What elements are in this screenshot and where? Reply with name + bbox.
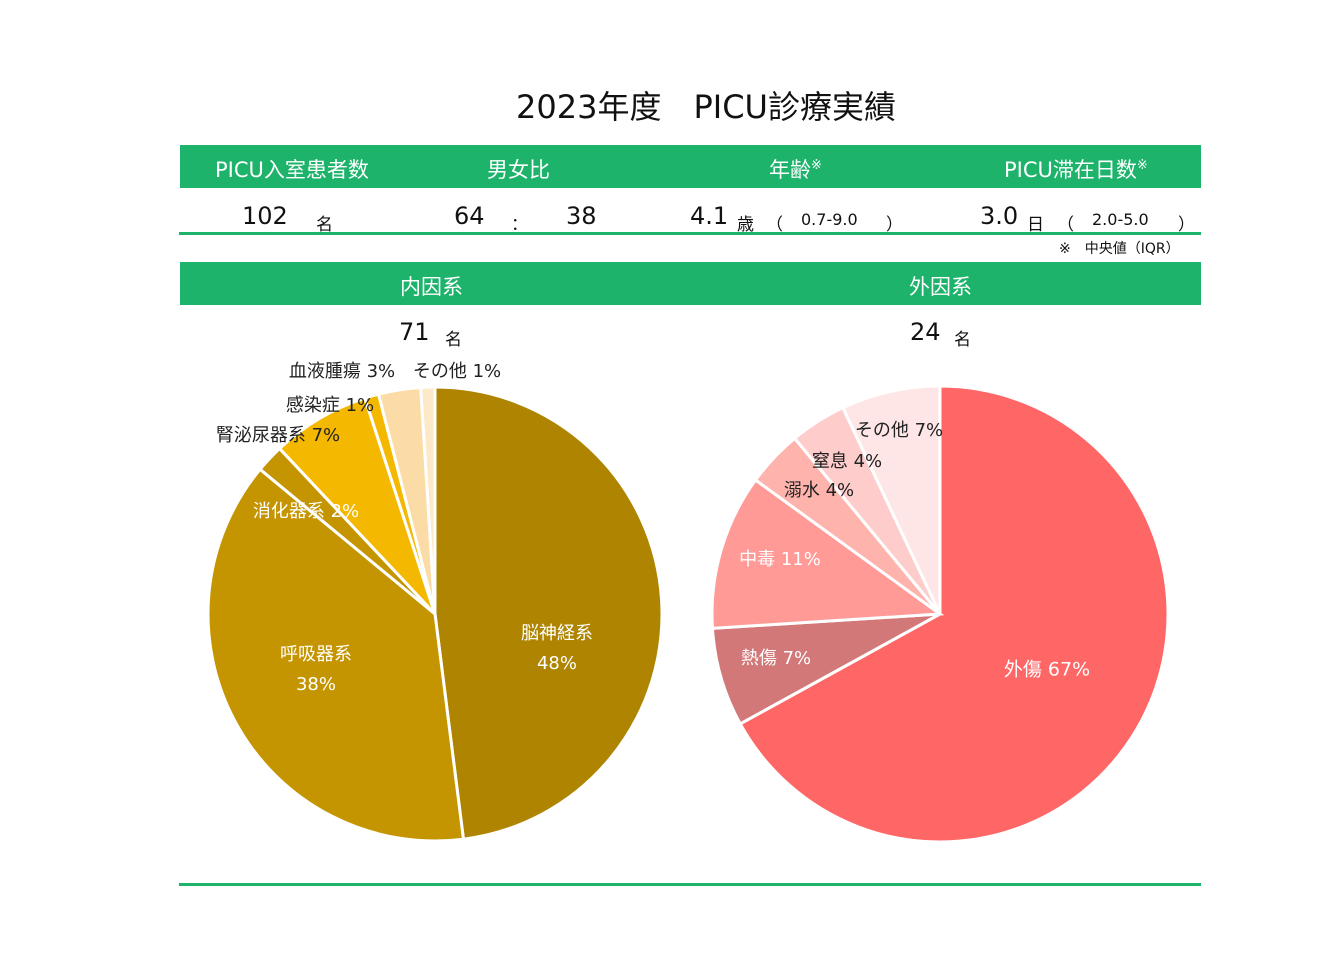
- header-stay-label: PICU滞在日数: [1004, 158, 1137, 182]
- patients-value: 102: [242, 202, 288, 230]
- stay-paren-open: （: [1057, 215, 1074, 235]
- median-note: ※ 中央値（IQR）: [1059, 241, 1180, 257]
- pie-pct-internal-0: 48%: [537, 653, 577, 674]
- pie-label-external-0: 外傷 67%: [1004, 659, 1090, 681]
- stay-iqr: 2.0-5.0: [1092, 210, 1149, 229]
- pie-chart-external: 外傷 67% 熱傷 7% 中毒 11% 溺水 4% 窒息 4% その他 7%: [710, 384, 1170, 844]
- patients-unit: 名: [316, 215, 333, 235]
- age-paren-open: （: [766, 215, 783, 235]
- stay-value: 3.0: [980, 202, 1019, 230]
- header-external: 外因系: [909, 275, 972, 299]
- age-unit: 歳: [737, 215, 754, 235]
- header-stay-mark: ※: [1136, 158, 1148, 173]
- pie-chart-internal: 脳神経系 48% 呼吸器系 38% 消化器系 2% 腎泌尿器系 7% 感染症 1% 血液腫瘍 …: [206, 361, 664, 843]
- pie-label-internal-2: 消化器系 2%: [253, 501, 359, 522]
- pie-pct-internal-1: 38%: [296, 674, 336, 695]
- pie-label-internal-4: 感染症 1%: [286, 395, 374, 416]
- female-count: 38: [566, 202, 597, 230]
- stay-paren-close: ）: [1178, 215, 1195, 235]
- pie-slice-internal-1: [206, 467, 466, 843]
- header-age: 年齢※: [769, 154, 822, 184]
- pie-slice-external-2: [710, 477, 945, 630]
- age-paren-close: ）: [886, 215, 903, 235]
- header-age-mark: ※: [811, 158, 822, 173]
- pie-slice-external-5: [840, 384, 942, 615]
- pie-label-internal-3: 腎泌尿器系 7%: [216, 425, 340, 446]
- header-stay: PICU滞在日数※: [1004, 154, 1148, 184]
- header-internal: 内因系: [400, 275, 463, 299]
- summary-header-bar: PICU入室患者数 男女比 年齢※ PICU滞在日数※: [180, 145, 1201, 188]
- pie-label-internal-1: 呼吸器系: [280, 644, 352, 665]
- page-title: 2023年度 PICU診療実績: [516, 88, 896, 126]
- pie-slice-internal-0: [433, 385, 664, 841]
- pie-label-external-5: その他 7%: [855, 420, 943, 441]
- pie-label-internal-6: その他 1%: [413, 361, 501, 382]
- header-age-label: 年齢: [769, 158, 811, 182]
- header-sex-ratio: 男女比: [487, 158, 550, 182]
- section-header-bar: 内因系 外因系: [180, 262, 1201, 305]
- external-count: 24: [910, 318, 941, 346]
- pie-label-internal-0: 脳神経系: [521, 623, 593, 644]
- internal-count-unit: 名: [445, 330, 462, 350]
- pie-label-internal-5: 血液腫瘍 3%: [289, 361, 395, 382]
- pie-label-external-1: 熱傷 7%: [741, 648, 811, 669]
- pie-slice-external-0: [738, 384, 1170, 844]
- footer-divider: [179, 883, 1201, 886]
- summary-divider: [179, 232, 1201, 235]
- pie-label-external-2: 中毒 11%: [739, 549, 821, 570]
- pie-slice-internal-6: [419, 385, 437, 615]
- external-count-unit: 名: [954, 330, 971, 350]
- internal-count: 71: [399, 318, 430, 346]
- age-iqr: 0.7-9.0: [801, 210, 858, 229]
- ratio-separator: ：: [511, 215, 528, 235]
- pie-label-external-3: 溺水 4%: [784, 480, 854, 501]
- pie-label-external-4: 窒息 4%: [812, 451, 882, 472]
- male-count: 64: [454, 202, 485, 230]
- stay-unit: 日: [1027, 215, 1044, 235]
- header-patients: PICU入室患者数: [215, 158, 369, 182]
- age-value: 4.1: [690, 202, 729, 230]
